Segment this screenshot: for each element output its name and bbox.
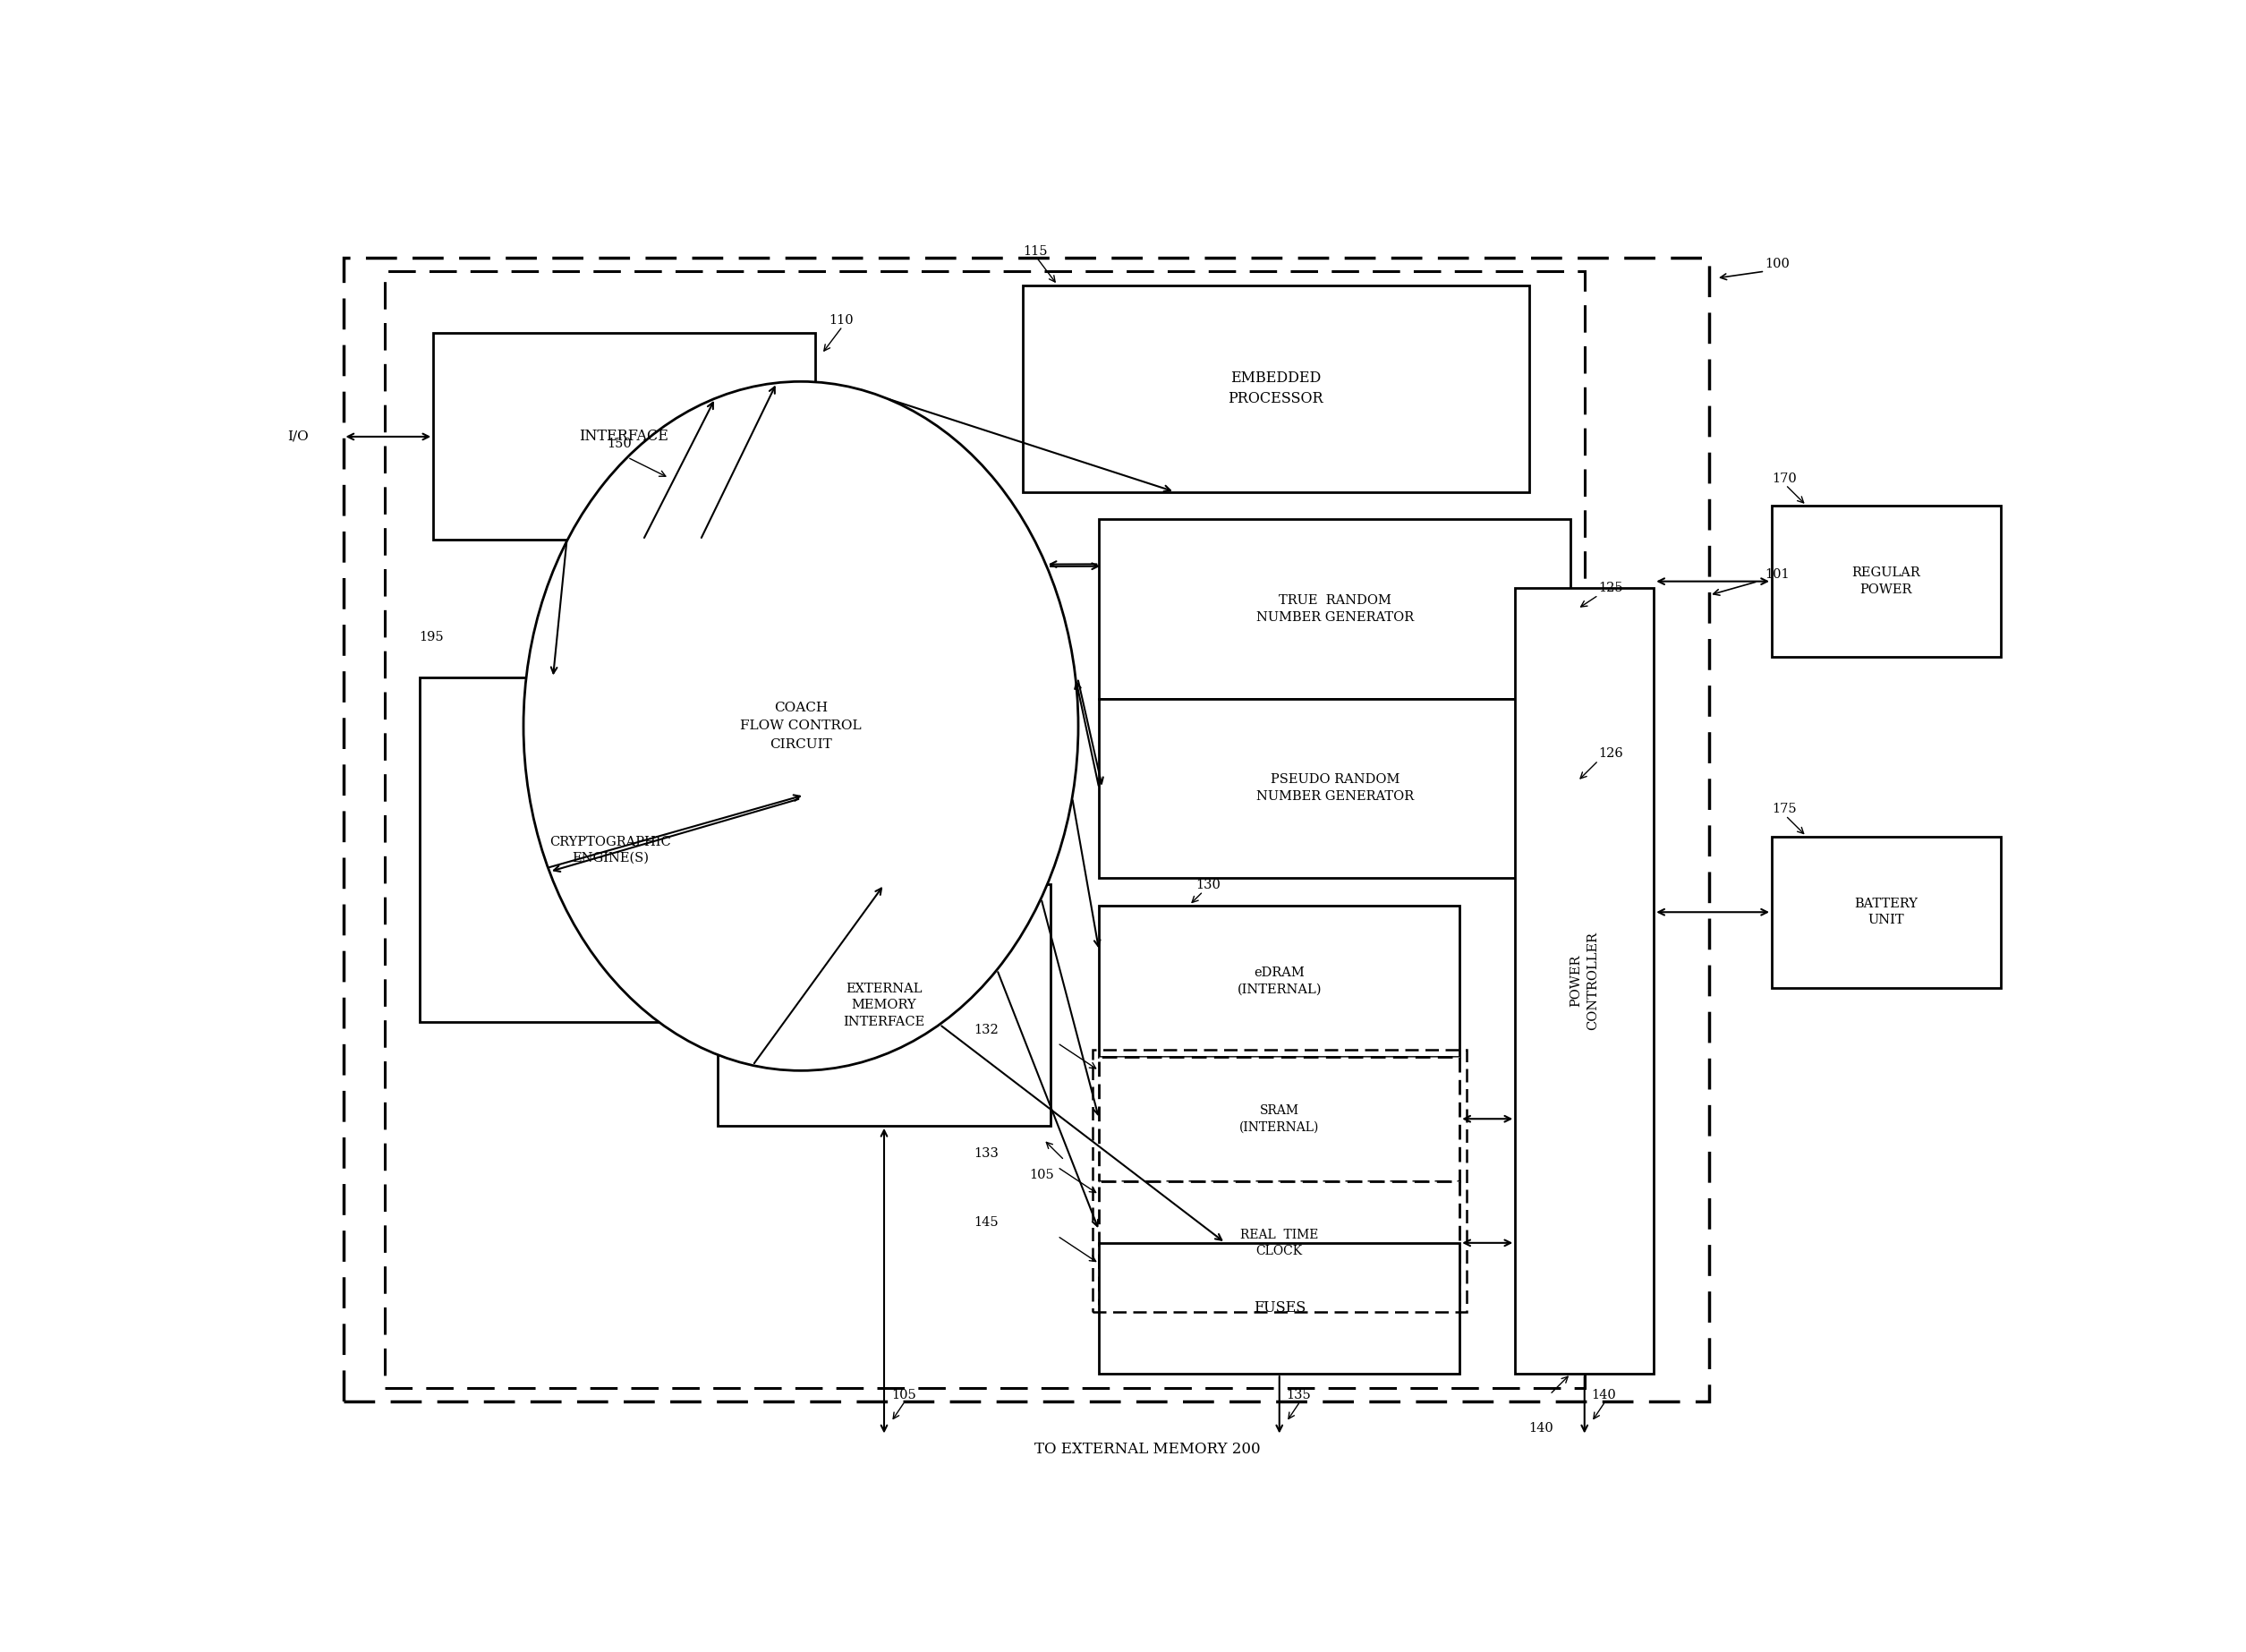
Text: 101: 101 xyxy=(1765,568,1790,582)
Text: 132: 132 xyxy=(975,1024,999,1036)
Text: 105: 105 xyxy=(892,1389,916,1401)
Text: INTERFACE: INTERFACE xyxy=(579,430,669,444)
Bar xyxy=(1098,1057,1460,1181)
Text: POWER
CONTROLLER: POWER CONTROLLER xyxy=(1570,932,1599,1031)
Text: eDRAM
(INTERNAL): eDRAM (INTERNAL) xyxy=(1238,966,1321,996)
Bar xyxy=(433,334,815,540)
Text: 130: 130 xyxy=(1197,879,1222,892)
Text: 105: 105 xyxy=(1029,1168,1056,1181)
Text: 125: 125 xyxy=(1599,582,1624,595)
Bar xyxy=(1772,836,2001,988)
Text: SRAM
(INTERNAL): SRAM (INTERNAL) xyxy=(1240,1104,1318,1133)
Text: 145: 145 xyxy=(975,1216,999,1229)
Text: 135: 135 xyxy=(1287,1389,1312,1401)
Text: 126: 126 xyxy=(1599,747,1624,760)
Text: COACH
FLOW CONTROL
CIRCUIT: COACH FLOW CONTROL CIRCUIT xyxy=(741,702,862,750)
Text: EXTERNAL
MEMORY
INTERFACE: EXTERNAL MEMORY INTERFACE xyxy=(842,983,925,1028)
Text: PSEUDO RANDOM
NUMBER GENERATOR: PSEUDO RANDOM NUMBER GENERATOR xyxy=(1256,773,1413,803)
Text: 110: 110 xyxy=(829,314,853,327)
Bar xyxy=(1098,1181,1460,1305)
Text: 170: 170 xyxy=(1772,472,1797,486)
Text: EMBEDDED
PROCESSOR: EMBEDDED PROCESSOR xyxy=(1229,372,1323,406)
Text: 140: 140 xyxy=(1592,1389,1617,1401)
Bar xyxy=(1516,588,1653,1374)
Bar xyxy=(1098,1242,1460,1374)
Text: 195: 195 xyxy=(420,631,445,643)
Text: REAL  TIME
CLOCK: REAL TIME CLOCK xyxy=(1240,1229,1318,1257)
Ellipse shape xyxy=(523,382,1078,1070)
Text: CRYPTOGRAPHIC
ENGINE(S): CRYPTOGRAPHIC ENGINE(S) xyxy=(550,836,672,864)
Text: 100: 100 xyxy=(1765,258,1790,271)
Bar xyxy=(384,271,1583,1388)
Text: TRUE  RANDOM
NUMBER GENERATOR: TRUE RANDOM NUMBER GENERATOR xyxy=(1256,595,1413,623)
Bar xyxy=(420,677,802,1023)
Bar xyxy=(1098,905,1460,1057)
Text: BATTERY
UNIT: BATTERY UNIT xyxy=(1855,897,1918,927)
Text: REGULAR
POWER: REGULAR POWER xyxy=(1853,567,1920,596)
Text: FUSES: FUSES xyxy=(1253,1300,1305,1317)
Bar xyxy=(1098,519,1570,699)
Bar xyxy=(719,884,1051,1125)
Text: 133: 133 xyxy=(975,1148,999,1160)
Text: TO EXTERNAL MEMORY 200: TO EXTERNAL MEMORY 200 xyxy=(1035,1441,1260,1457)
Bar xyxy=(1092,1051,1467,1312)
Text: 115: 115 xyxy=(1022,244,1047,258)
Text: 140: 140 xyxy=(1530,1422,1554,1434)
Text: I/O: I/O xyxy=(287,431,310,443)
Bar xyxy=(1098,699,1570,877)
Text: 150: 150 xyxy=(606,438,631,451)
Bar xyxy=(1022,286,1530,492)
Bar xyxy=(1772,506,2001,657)
Bar xyxy=(344,258,1709,1401)
Text: 175: 175 xyxy=(1772,803,1797,816)
